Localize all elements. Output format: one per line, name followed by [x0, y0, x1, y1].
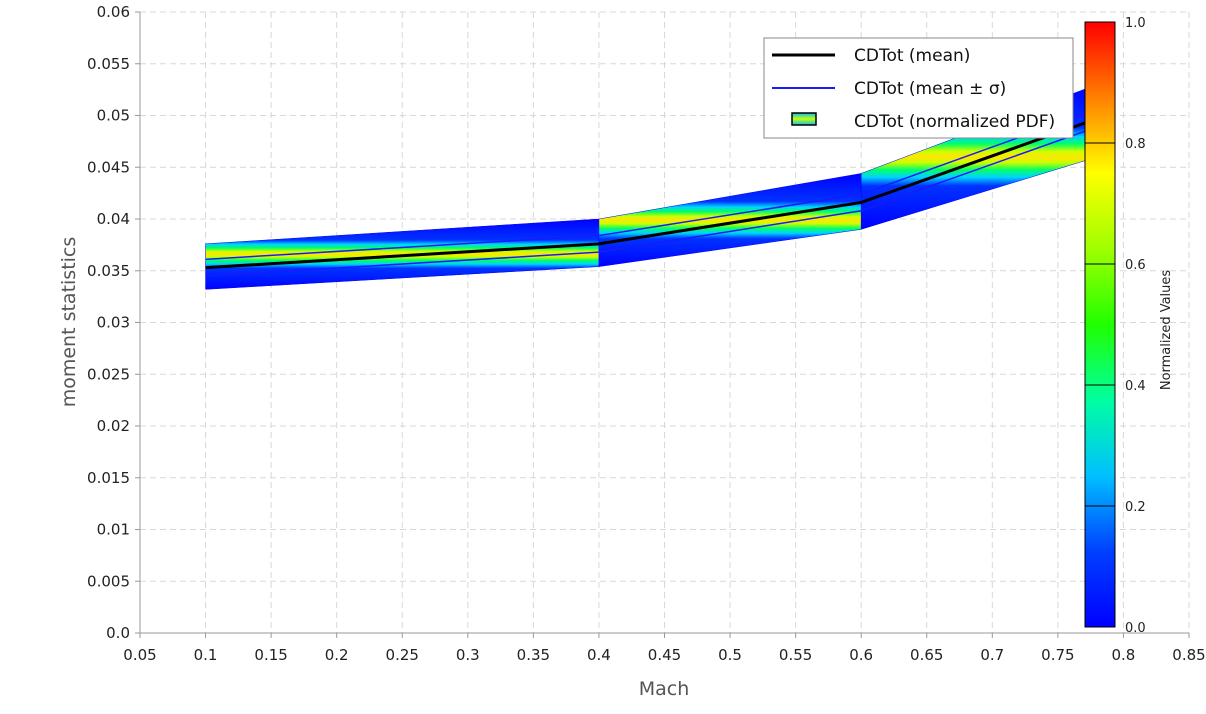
x-tick-label: 0.2	[325, 646, 349, 664]
y-tick-label: 0.015	[87, 469, 130, 487]
x-tick-label: 0.85	[1172, 646, 1205, 664]
sigma-lines-layer	[205, 108, 1098, 277]
x-tick-label: 0.4	[587, 646, 611, 664]
colorbar-tick-label: 0.4	[1125, 379, 1146, 394]
colorbar-tick-label: 0.2	[1125, 500, 1146, 515]
y-tick-label: 0.02	[97, 417, 130, 435]
mean-line-layer	[205, 117, 1098, 270]
x-tick-label: 0.35	[517, 646, 550, 664]
y-tick-label: 0.01	[97, 521, 130, 539]
sigma-lower-line	[205, 126, 1098, 277]
colorbar-tick-label: 0.8	[1125, 137, 1146, 152]
x-tick-label: 0.6	[849, 646, 873, 664]
colorbar-tick-label: 0.6	[1125, 258, 1146, 273]
colorbar: 0.0 0.2 0.4 0.6 0.8 1.0 Normalized Values	[1084, 16, 1174, 636]
pdf-band-segment	[205, 218, 600, 290]
x-tick-label: 0.75	[1041, 646, 1074, 664]
x-tick-label: 0.05	[123, 646, 156, 664]
sigma-upper-line	[205, 108, 1098, 261]
legend: CDTot (mean) CDTot (mean ± σ) CDTot (nor…	[763, 37, 1074, 139]
colorbar-label: Normalized Values	[1159, 270, 1174, 391]
axes	[135, 11, 1190, 638]
x-tick-label: 0.5	[718, 646, 742, 664]
x-axis-label: Mach	[639, 678, 690, 700]
x-tick-label: 0.65	[910, 646, 943, 664]
x-tick-labels: 0.05 0.1 0.15 0.2 0.25 0.3 0.35 0.4 0.45 0.5 0.55 0…	[123, 646, 1205, 664]
legend-mean-label: CDTot (mean)	[854, 46, 970, 66]
y-axis-label: moment statistics	[58, 237, 80, 408]
x-tick-label: 0.7	[980, 646, 1004, 664]
legend-pdf-label: CDTot (normalized PDF)	[854, 112, 1055, 132]
legend-sigma-label: CDTot (mean ± σ)	[854, 79, 1006, 99]
colorbar-ticks: 0.0 0.2 0.4 0.6 0.8 1.0	[1085, 16, 1146, 636]
y-tick-label: 0.03	[97, 314, 130, 332]
x-tick-label: 0.55	[779, 646, 812, 664]
y-tick-label: 0.06	[97, 3, 130, 21]
y-tick-label: 0.045	[87, 158, 130, 176]
y-tick-labels: 0.0 0.005 0.01 0.015 0.02 0.025 0.03 0.035 0.04 0…	[87, 3, 130, 642]
legend-pdf-swatch	[791, 112, 817, 126]
y-tick-label: 0.05	[97, 107, 130, 125]
grid	[140, 11, 1190, 633]
colorbar-tick-label: 0.0	[1125, 621, 1146, 636]
colorbar-tick-label: 1.0	[1125, 16, 1146, 31]
x-tick-label: 0.1	[194, 646, 218, 664]
x-tick-label: 0.8	[1112, 646, 1136, 664]
y-tick-label: 0.04	[97, 210, 130, 228]
mean-line	[205, 117, 1098, 270]
y-tick-label: 0.055	[87, 55, 130, 73]
x-tick-label: 0.3	[456, 646, 480, 664]
x-tick-label: 0.15	[254, 646, 287, 664]
x-tick-label: 0.45	[648, 646, 681, 664]
x-tick-label: 0.25	[386, 646, 419, 664]
y-tick-label: 0.025	[87, 365, 130, 383]
colorbar-gradient	[1084, 21, 1116, 628]
y-tick-label: 0.0	[106, 624, 130, 642]
y-tick-label: 0.005	[87, 572, 130, 590]
y-tick-label: 0.035	[87, 262, 130, 280]
